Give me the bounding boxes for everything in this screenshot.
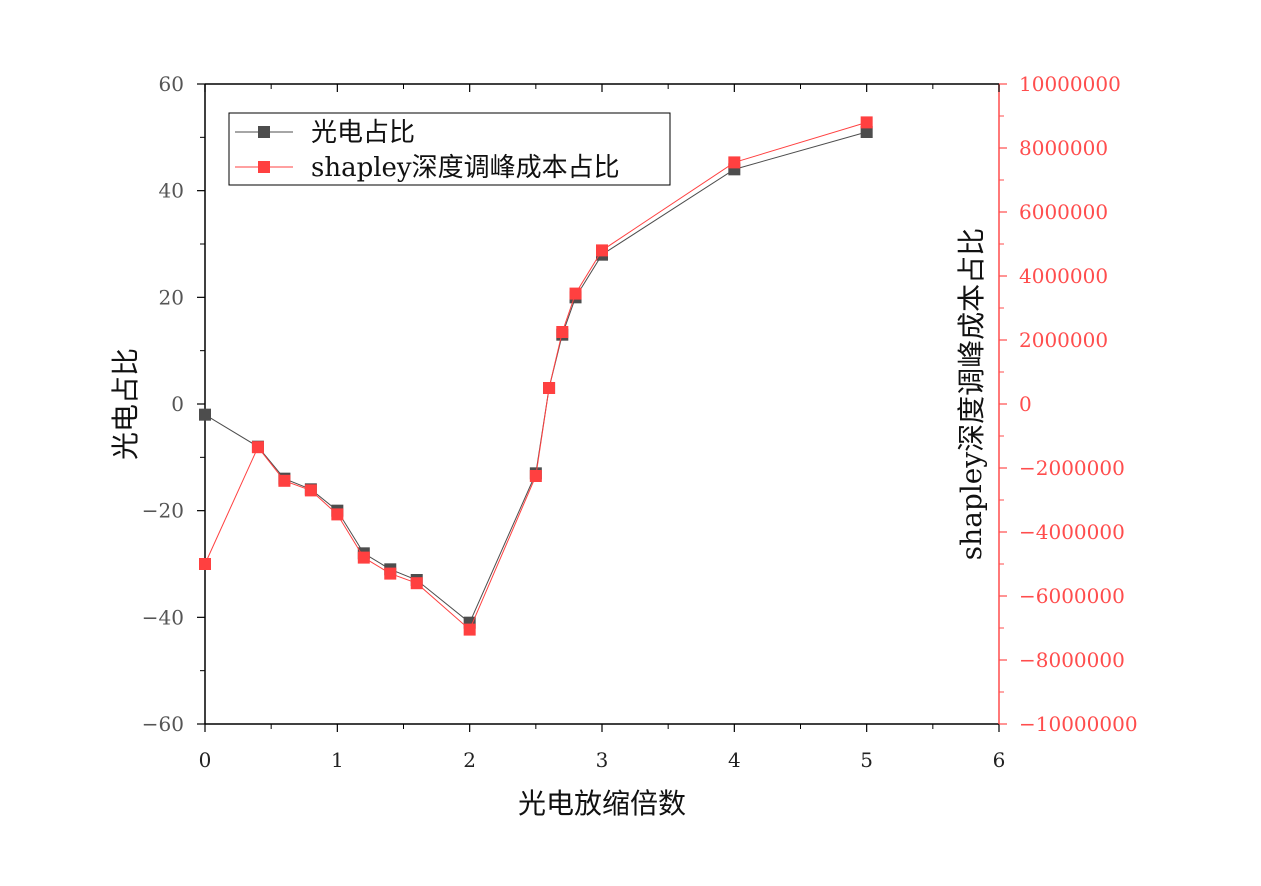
y-right-tick-label: −10000000 xyxy=(1019,712,1138,736)
y-left-tick-label: −40 xyxy=(142,605,184,629)
legend-box xyxy=(228,112,671,186)
series-2-point xyxy=(569,287,582,300)
y-right-tick-label: 10000000 xyxy=(1019,72,1121,96)
y-left-tick-label: 20 xyxy=(159,285,184,309)
y-right-tick-label: 8000000 xyxy=(1019,136,1108,160)
y-left-tick-label: −60 xyxy=(142,712,184,736)
y-right-tick-label: −4000000 xyxy=(1019,520,1125,544)
series-line-2 xyxy=(204,121,867,631)
series-2-point xyxy=(529,470,542,482)
y-left-tick-label: −20 xyxy=(142,499,184,523)
series-2-point xyxy=(543,382,556,394)
y-right-tick-label: −2000000 xyxy=(1019,456,1125,480)
legend-swatch-marker xyxy=(258,161,270,173)
y-right-tick-label: 2000000 xyxy=(1019,328,1108,352)
legend-label: shapley深度调峰成本占比 xyxy=(311,153,620,183)
x-tick-label: 3 xyxy=(596,748,609,772)
series-2-point xyxy=(331,508,344,521)
series-2-point xyxy=(278,474,291,487)
series-2-point xyxy=(304,484,317,497)
y-right-tick-label: 0 xyxy=(1019,392,1032,416)
y-right-tick-label: 6000000 xyxy=(1019,200,1108,224)
x-tick-label: 1 xyxy=(331,748,344,772)
legend-swatch-marker xyxy=(258,126,270,138)
series-2-point xyxy=(556,326,569,338)
series-2-point xyxy=(410,577,423,590)
x-tick-label: 5 xyxy=(860,748,873,772)
legend-label: 光电占比 xyxy=(311,118,415,148)
series-2-point xyxy=(860,116,873,129)
y-right-tick-label: −8000000 xyxy=(1019,648,1125,672)
x-axis-title: 光电放缩倍数 xyxy=(518,787,686,820)
series-2-point xyxy=(199,558,211,570)
x-tick-label: 2 xyxy=(463,748,476,772)
series-1-point xyxy=(860,126,873,138)
series-2-point xyxy=(463,623,476,636)
series-1-point xyxy=(199,408,211,421)
y-left-tick-label: 60 xyxy=(159,72,184,96)
series-2-point xyxy=(728,156,741,169)
x-tick-label: 0 xyxy=(199,748,212,772)
y-left-axis-title: 光电占比 xyxy=(109,348,142,460)
y-left-tick-label: 0 xyxy=(171,392,184,416)
series-2-point xyxy=(596,244,608,257)
y-right-axis-title: shapley深度调峰成本占比 xyxy=(955,228,988,560)
series-2-point xyxy=(357,551,370,564)
y-left-tick-label: 40 xyxy=(159,179,184,203)
x-tick-label: 4 xyxy=(728,748,741,772)
x-tick-label: 6 xyxy=(993,748,1006,772)
y-right-tick-label: 4000000 xyxy=(1019,264,1108,288)
series-2-point xyxy=(251,441,264,454)
series-2-point xyxy=(384,567,397,580)
y-right-tick-label: −6000000 xyxy=(1019,584,1125,608)
series-line-1 xyxy=(204,131,867,624)
